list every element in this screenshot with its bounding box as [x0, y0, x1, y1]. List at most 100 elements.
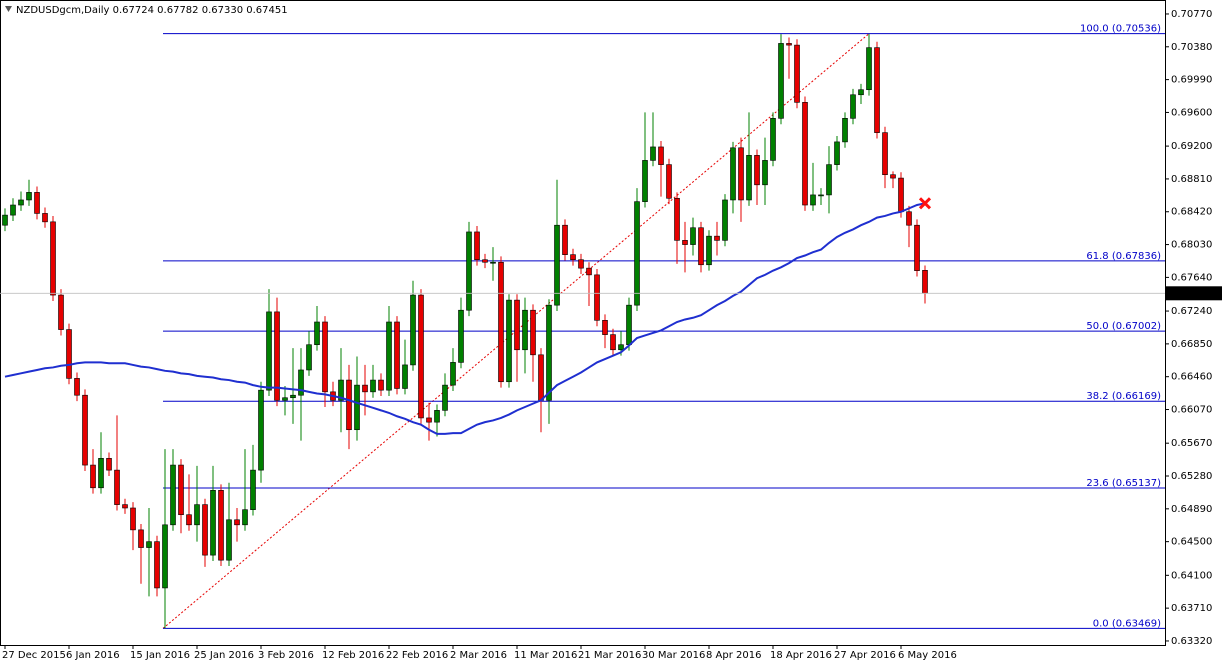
candle-body [458, 309, 464, 363]
candle-body [482, 259, 488, 263]
candle-body [490, 261, 496, 264]
x-tick-label: 15 Jan 2016 [130, 650, 190, 661]
candle-body [290, 394, 296, 399]
y-tick-label: 0.64100 [1171, 570, 1212, 581]
fib-level-label: 0.0 (0.63469) [1093, 618, 1161, 629]
candle-body [514, 299, 520, 351]
candle-body [690, 227, 696, 245]
y-tick-label: 0.67640 [1171, 272, 1212, 283]
y-tick-label: 0.63320 [1171, 636, 1212, 647]
fib-level-label: 23.6 (0.65137) [1086, 478, 1161, 489]
candle-body [786, 43, 792, 46]
x-tick-label: 3 Feb 2016 [258, 650, 314, 661]
candle-body [186, 514, 192, 526]
candle-body [522, 309, 528, 351]
candle-body [386, 321, 392, 391]
candle-body [426, 417, 432, 423]
candle-body [314, 321, 320, 346]
candle-body [418, 294, 424, 419]
candle-body [82, 394, 88, 466]
y-tick-label: 0.68420 [1171, 207, 1212, 218]
candle-body [114, 469, 120, 505]
candle-body [570, 254, 576, 261]
candle-body [842, 118, 848, 143]
candle-body [818, 194, 824, 197]
candle-body [642, 160, 648, 202]
candle-body [538, 354, 544, 401]
y-tick-label: 0.66850 [1171, 339, 1212, 350]
x-tick-label: 27 Dec 2015 [2, 650, 66, 661]
candle-body [410, 294, 416, 366]
plot-frame [0, 0, 1166, 646]
candle-body [2, 214, 8, 226]
candle-body [402, 364, 408, 389]
candle-body [682, 240, 688, 245]
candle-body [178, 464, 184, 516]
candle-body [106, 458, 112, 471]
y-tick-label: 0.65670 [1171, 438, 1212, 449]
x-tick-label: 27 Apr 2016 [834, 650, 896, 661]
candle-body [730, 147, 736, 201]
candle-body [914, 224, 920, 271]
candle-body [802, 102, 808, 206]
candle-body [10, 204, 16, 216]
candle-body [58, 294, 64, 330]
candle-body [530, 309, 536, 356]
y-tick-label: 0.70380 [1171, 42, 1212, 53]
candle-body [370, 379, 376, 393]
candle-body [794, 44, 800, 103]
x-tick-label: 6 Jan 2016 [66, 650, 120, 661]
candle-body [778, 43, 784, 119]
candle-body [170, 464, 176, 526]
candle-body [618, 344, 624, 351]
x-tick-label: 30 Mar 2016 [642, 650, 705, 661]
y-tick-label: 0.66460 [1171, 372, 1212, 383]
candle-body [50, 221, 56, 296]
candle-body [242, 509, 248, 526]
candle-body [826, 164, 832, 196]
candle-body [626, 304, 632, 346]
current-price-box [1166, 286, 1222, 301]
candle-body [594, 274, 600, 321]
candle-body [474, 231, 480, 261]
candle-body [210, 490, 216, 556]
candle-body [434, 410, 440, 423]
candle-body [362, 384, 368, 393]
y-tick-label: 0.64890 [1171, 504, 1212, 515]
candle-body [466, 231, 472, 311]
candle-body [666, 164, 672, 199]
candle-body [442, 384, 448, 411]
candle-body [234, 519, 240, 526]
candle-body [810, 194, 816, 206]
candle-body [650, 146, 656, 161]
candle-body [354, 384, 360, 431]
candle-body [346, 379, 352, 431]
chart-icon [5, 6, 12, 12]
candle-body [282, 397, 288, 401]
candle-body [706, 235, 712, 266]
x-tick-label: 2 Mar 2016 [450, 650, 507, 661]
fib-level-label: 61.8 (0.67836) [1086, 251, 1161, 262]
candle-body [722, 199, 728, 241]
candle-body [554, 224, 560, 306]
candle-body [90, 464, 96, 489]
candle-body [562, 224, 568, 255]
x-tick-label: 22 Feb 2016 [386, 650, 448, 661]
x-tick-label: 12 Feb 2016 [322, 650, 384, 661]
x-tick-label: 8 Apr 2016 [706, 650, 761, 661]
candle-body [258, 389, 264, 471]
candle-body [450, 362, 456, 386]
candle-body [898, 177, 904, 213]
y-tick-label: 0.67240 [1171, 306, 1212, 317]
candle-body [34, 192, 40, 214]
candle-body [874, 47, 880, 133]
candle-body [698, 227, 704, 266]
x-tick-label: 21 Mar 2016 [578, 650, 641, 661]
candle-body [42, 213, 48, 223]
candle-body [674, 197, 680, 241]
candle-body [746, 155, 752, 201]
candle-body [714, 235, 720, 241]
fib-level-label: 100.0 (0.70536) [1080, 24, 1161, 35]
candle-body [866, 47, 872, 91]
candle-body [274, 311, 280, 401]
